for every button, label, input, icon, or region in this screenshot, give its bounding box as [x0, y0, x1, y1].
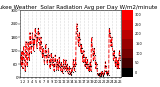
Text: 200: 200	[135, 32, 142, 36]
Bar	[122, 58, 133, 68]
Bar	[122, 68, 133, 77]
Bar	[122, 20, 133, 30]
Bar	[122, 10, 133, 20]
Title: Milwaukee Weather  Solar Radiation Avg per Day W/m2/minute: Milwaukee Weather Solar Radiation Avg pe…	[0, 5, 158, 10]
Text: 300: 300	[135, 13, 142, 17]
Bar	[122, 49, 133, 58]
Text: 0: 0	[135, 71, 137, 75]
Text: 150: 150	[135, 42, 142, 46]
Text: 250: 250	[135, 23, 142, 27]
Text: 100: 100	[135, 52, 142, 56]
Bar	[122, 39, 133, 49]
Bar	[122, 30, 133, 39]
Text: 50: 50	[135, 61, 140, 65]
